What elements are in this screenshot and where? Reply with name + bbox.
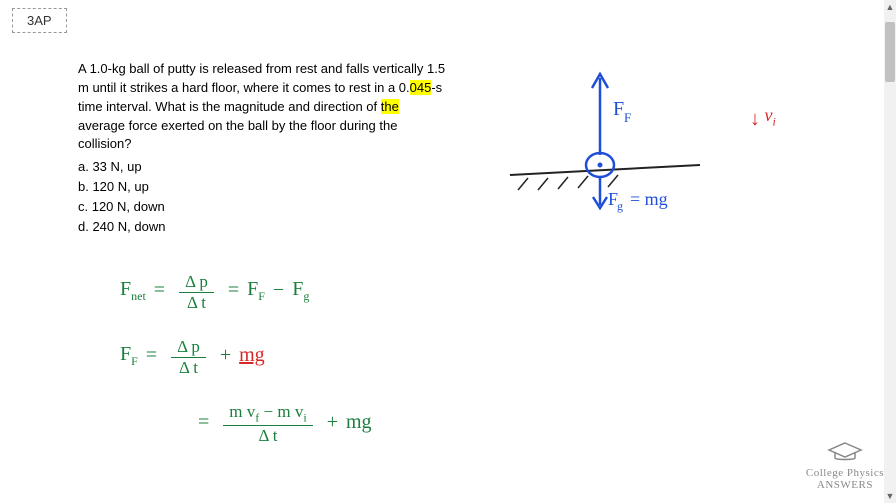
ff-label: F: [613, 98, 624, 120]
choice-b: b. 120 N, up: [78, 178, 448, 197]
tab-label: 3AP: [27, 13, 52, 28]
floor-line: [510, 165, 700, 175]
mg-term-2: mg: [346, 411, 372, 434]
ff-term: FF: [247, 278, 265, 304]
choices-list: a. 33 N, up b. 120 N, up c. 120 N, down …: [78, 158, 448, 236]
plus-1: +: [220, 344, 231, 367]
choice-d: d. 240 N, down: [78, 218, 448, 237]
brand-logo: College Physics ANSWERS: [806, 439, 884, 491]
eq-line-2: FF = Δ p Δ t + mg: [120, 335, 372, 376]
vi-text: vi: [764, 105, 775, 125]
scroll-thumb[interactable]: [885, 22, 895, 82]
graduation-cap-icon: [825, 439, 865, 463]
q-line-prefix: A 1.0-kg ball of putty is released from …: [78, 60, 448, 154]
fg-sub: g: [617, 199, 623, 213]
fg-term: Fg: [292, 278, 309, 304]
down-arrow-icon: ↓: [750, 108, 760, 130]
equations-block: Fnet = Δ p Δ t = FF − Fg FF = Δ p Δ t + …: [120, 270, 372, 468]
equals-4: =: [198, 411, 209, 434]
scroll-down-arrow-icon[interactable]: ▼: [884, 489, 896, 503]
ff-sub: F: [624, 110, 631, 125]
fg-eq: = mg: [630, 189, 668, 209]
choice-a: a. 33 N, up: [78, 158, 448, 177]
plus-2: +: [327, 411, 338, 434]
equals-2: =: [228, 279, 239, 302]
highlight-value: 045: [410, 80, 432, 95]
logo-line2: ANSWERS: [806, 479, 884, 491]
tab-badge: 3AP: [12, 8, 67, 33]
equals-3: =: [146, 344, 157, 367]
choice-c: c. 120 N, down: [78, 198, 448, 217]
minus-1: −: [273, 279, 284, 302]
frac-dp-dt-2: Δ p Δ t: [171, 337, 206, 378]
eq-line-3: = m vf − m vi Δ t + mg: [190, 400, 372, 444]
free-body-diagram: F F F g = mg: [500, 60, 720, 230]
mg-term: mg: [239, 344, 265, 367]
initial-velocity-annotation: ↓ vi: [750, 108, 776, 134]
vertical-scrollbar[interactable]: ▲ ▼: [884, 0, 896, 503]
diagram-svg: F F F g = mg: [500, 60, 720, 230]
equals-1: =: [154, 279, 165, 302]
highlight-the: the: [381, 99, 399, 114]
frac-mvf-mvi: m vf − m vi Δ t: [223, 402, 312, 446]
eq-line-1: Fnet = Δ p Δ t = FF − Fg: [120, 270, 372, 311]
ff-lhs: FF: [120, 343, 138, 369]
fnet-lhs: Fnet: [120, 278, 146, 304]
logo-line1: College Physics: [806, 467, 884, 479]
question-block: A 1.0-kg ball of putty is released from …: [78, 60, 448, 238]
scroll-up-arrow-icon[interactable]: ▲: [884, 0, 896, 14]
frac-dp-dt-1: Δ p Δ t: [179, 272, 214, 313]
